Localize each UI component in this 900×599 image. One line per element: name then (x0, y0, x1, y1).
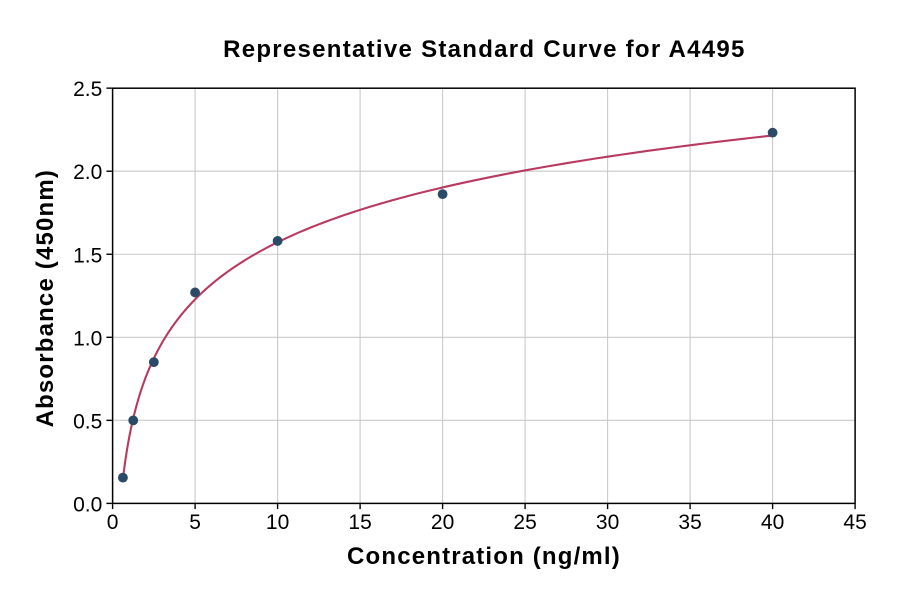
svg-text:15: 15 (348, 511, 371, 534)
svg-text:Concentration (ng/ml): Concentration (ng/ml) (347, 543, 621, 570)
svg-text:40: 40 (761, 511, 784, 534)
svg-text:25: 25 (513, 511, 536, 534)
svg-text:5: 5 (189, 511, 201, 534)
svg-text:0: 0 (107, 511, 119, 534)
svg-text:35: 35 (678, 511, 701, 534)
svg-text:1.5: 1.5 (73, 244, 102, 267)
svg-text:Absorbance (450nm): Absorbance (450nm) (32, 169, 59, 427)
svg-text:20: 20 (431, 511, 454, 534)
svg-text:0.5: 0.5 (73, 410, 102, 433)
svg-text:1.0: 1.0 (73, 327, 102, 350)
svg-text:30: 30 (596, 511, 619, 534)
svg-text:45: 45 (843, 511, 866, 534)
svg-text:Representative Standard Curve: Representative Standard Curve for A4495 (223, 36, 746, 63)
svg-text:10: 10 (266, 511, 289, 534)
svg-text:0.0: 0.0 (73, 493, 102, 516)
svg-text:2.0: 2.0 (73, 161, 102, 184)
svg-text:2.5: 2.5 (73, 78, 102, 101)
